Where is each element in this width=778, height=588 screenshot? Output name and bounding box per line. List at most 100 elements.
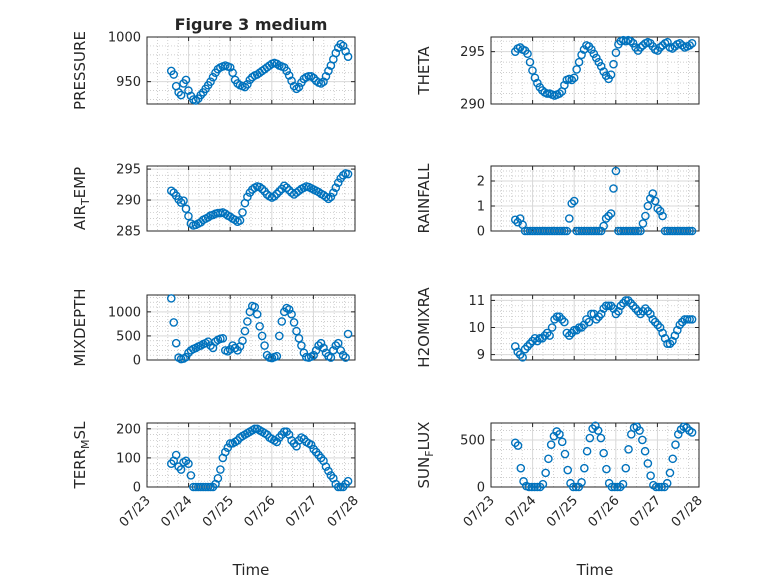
data-point	[238, 336, 247, 346]
data-point	[624, 445, 633, 454]
data-point	[272, 189, 282, 199]
data-point	[294, 82, 304, 92]
data-point	[520, 344, 530, 354]
x-tick-label: 07/23	[117, 493, 154, 530]
data-point	[654, 482, 664, 492]
data-point	[633, 226, 643, 236]
axes-box	[490, 36, 700, 105]
y-tick-label: 200	[116, 422, 141, 437]
data-point	[618, 479, 628, 489]
data-point	[555, 312, 564, 321]
y-axis-label: SUNFLUX	[415, 422, 436, 489]
data-point	[233, 79, 242, 88]
data-point	[331, 48, 341, 58]
data-point	[324, 66, 333, 76]
data-point	[611, 48, 621, 58]
data-point	[599, 448, 608, 458]
x-tick-label: 07/24	[158, 493, 195, 530]
data-point	[220, 447, 230, 457]
data-point	[176, 90, 186, 100]
y-tick-label: 10	[468, 321, 485, 336]
data-point	[324, 194, 333, 204]
xlabel-left: Time	[232, 561, 270, 579]
data-point	[577, 477, 586, 487]
data-point	[329, 188, 338, 197]
data-point	[166, 186, 176, 196]
data-point	[662, 478, 672, 488]
data-point	[544, 454, 553, 464]
data-point	[580, 463, 589, 473]
y-tick-label: 0	[477, 225, 485, 240]
data-point	[513, 347, 523, 357]
y-axis-label: TERRMSL	[71, 421, 92, 490]
data-point	[289, 318, 299, 327]
xlabel-right: Time	[576, 561, 614, 579]
data-point	[560, 449, 570, 459]
data-point	[577, 50, 586, 60]
data-point	[166, 294, 176, 303]
data-point	[213, 64, 223, 74]
y-tick-label: 100	[116, 451, 141, 466]
data-point	[567, 75, 577, 85]
data-point	[582, 446, 592, 456]
y-axis-label: PRESSURE	[71, 31, 89, 110]
data-point	[247, 72, 257, 82]
data-point	[687, 315, 697, 324]
x-tick-label: 07/24	[502, 493, 539, 530]
data-point	[660, 334, 670, 343]
data-point	[513, 441, 523, 450]
subplot-theta: 290 295 THETA	[415, 35, 700, 113]
data-point	[297, 341, 306, 350]
subplot-sun-flux: 0 500 07/23 07/24 07/25 07/26 07/27 07/28 SUNFLU…	[415, 421, 706, 530]
data-point	[250, 302, 260, 312]
data-point	[682, 315, 692, 324]
data-point	[562, 226, 572, 236]
data-point	[675, 320, 685, 330]
data-point	[609, 59, 618, 69]
axes-box	[146, 36, 356, 105]
data-point	[176, 198, 186, 207]
data-point	[560, 317, 569, 327]
data-point	[641, 304, 650, 313]
axes-box	[490, 422, 700, 488]
data-point	[213, 473, 223, 483]
data-point	[275, 187, 284, 196]
data-point	[574, 482, 584, 492]
data-point	[324, 466, 333, 476]
data-point	[218, 334, 228, 343]
y-axis-label: H2OMIXRA	[415, 287, 433, 368]
data-point	[658, 328, 667, 338]
data-point	[299, 74, 309, 84]
data-point	[243, 80, 252, 89]
data-point	[542, 328, 552, 338]
data-point	[592, 53, 601, 63]
data-point	[525, 339, 535, 349]
y-axis-label: AIRTEMP	[71, 167, 92, 230]
x-tick-label: 07/25	[200, 493, 237, 530]
y-axis-label: THETA	[415, 46, 433, 96]
data-point	[560, 226, 569, 236]
data-point	[326, 353, 336, 362]
data-point	[203, 213, 213, 222]
data-point	[333, 178, 343, 188]
data-point	[287, 76, 296, 86]
data-point	[243, 192, 252, 202]
data-point	[589, 49, 599, 59]
y-tick-label: 0	[477, 481, 485, 496]
data-point	[181, 204, 191, 214]
data-point	[631, 304, 640, 313]
data-point	[343, 169, 353, 179]
x-tick-label: 07/28	[325, 493, 362, 530]
data-point	[587, 309, 596, 319]
data-point	[621, 463, 631, 473]
data-point	[338, 170, 348, 180]
data-point	[181, 352, 191, 362]
data-point	[540, 331, 550, 340]
axes-box	[146, 165, 356, 232]
data-point	[601, 301, 611, 311]
data-point	[628, 38, 638, 48]
data-point	[648, 315, 658, 324]
data-point	[255, 182, 264, 192]
data-point	[653, 320, 662, 330]
